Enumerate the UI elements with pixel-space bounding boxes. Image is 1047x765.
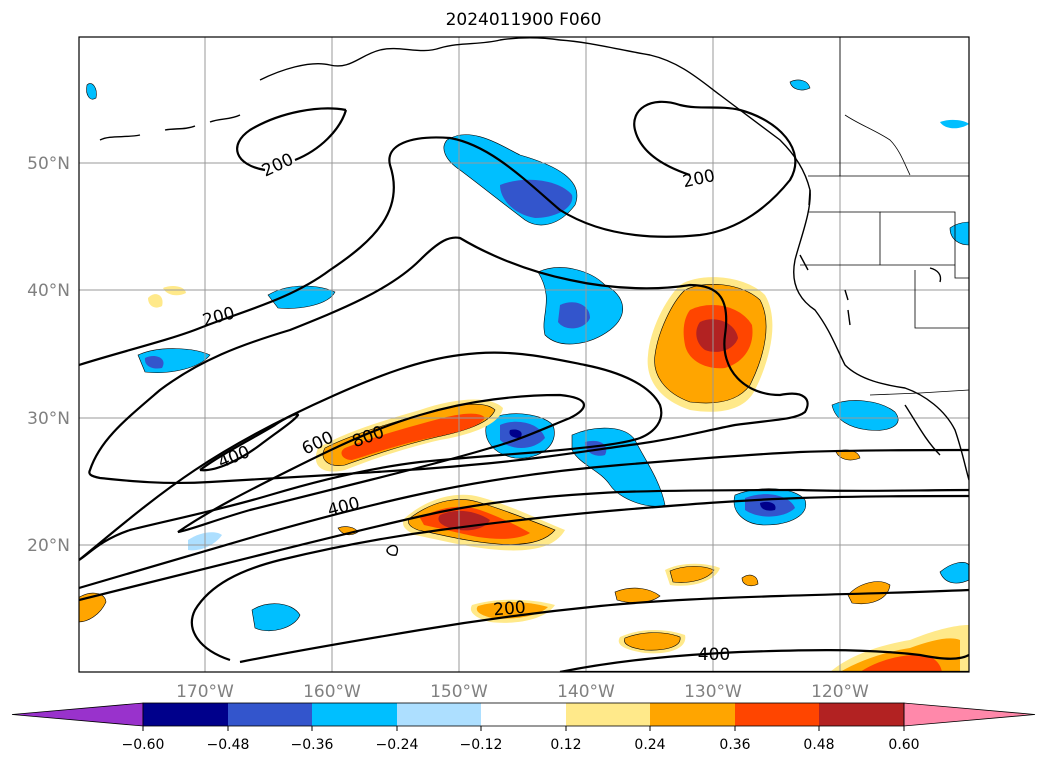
lat-label: 30°N (27, 409, 70, 429)
colorbar-extend-high (903, 702, 1036, 727)
lon-label: 120°W (811, 682, 869, 702)
coastlines (99, 37, 969, 556)
colorbar-tick: 0.60 (888, 737, 919, 753)
colorbar-bin (228, 703, 312, 726)
graticule (79, 37, 969, 672)
lat-label: 50°N (27, 154, 70, 174)
contour-label: 400 (698, 645, 730, 665)
colorbar: −0.60 −0.48 −0.36 −0.24 −0.12 0.12 0.24 … (11, 702, 1036, 753)
negative-anomaly-fields (86, 79, 969, 632)
colorbar-bin (735, 703, 819, 726)
colorbar-outline (142, 702, 905, 727)
contour-label: 400 (215, 442, 253, 473)
colorbar-bin (143, 703, 228, 726)
colorbar-bin (819, 703, 904, 726)
borders (800, 37, 969, 396)
lon-label: 150°W (430, 682, 488, 702)
height-contours (79, 100, 969, 672)
colorbar-tick: 0.48 (803, 737, 834, 753)
colorbar-tick: 0.36 (719, 737, 750, 753)
colorbar-bin (481, 703, 566, 726)
map-title: 2024011900 F060 (445, 10, 602, 30)
lon-label: 170°W (176, 682, 234, 702)
contour-label: 200 (200, 303, 237, 331)
colorbar-tick: −0.12 (460, 737, 503, 753)
colorbar-tick: −0.36 (291, 737, 334, 753)
contour-label: 400 (325, 493, 362, 521)
lat-label: 20°N (27, 536, 70, 556)
map-frame (78, 36, 970, 673)
colorbar-tick: 0.12 (550, 737, 581, 753)
contour-label: 200 (493, 598, 527, 621)
contour-label: 200 (259, 150, 297, 182)
colorbar-extend-low (11, 702, 144, 727)
colorbar-tick: −0.24 (376, 737, 419, 753)
lon-label: 130°W (684, 682, 742, 702)
colorbar-tick: −0.48 (207, 737, 250, 753)
colorbar-tick: −0.60 (122, 737, 165, 753)
colorbar-bin (566, 703, 650, 726)
colorbar-bin (650, 703, 735, 726)
colorbar-bin (312, 703, 397, 726)
lon-label: 160°W (303, 682, 361, 702)
lon-label: 140°W (557, 682, 615, 702)
longitude-labels: 170°W 160°W 150°W 140°W 130°W 120°W (176, 682, 869, 702)
contour-label: 200 (681, 166, 717, 192)
map-content: 200 200 200 400 600 800 400 200 400 (79, 37, 969, 672)
latitude-labels: 50°N 40°N 30°N 20°N (27, 154, 70, 556)
colorbar-tick: 0.24 (634, 737, 665, 753)
lat-label: 40°N (27, 281, 70, 301)
colorbar-bin (397, 703, 481, 726)
